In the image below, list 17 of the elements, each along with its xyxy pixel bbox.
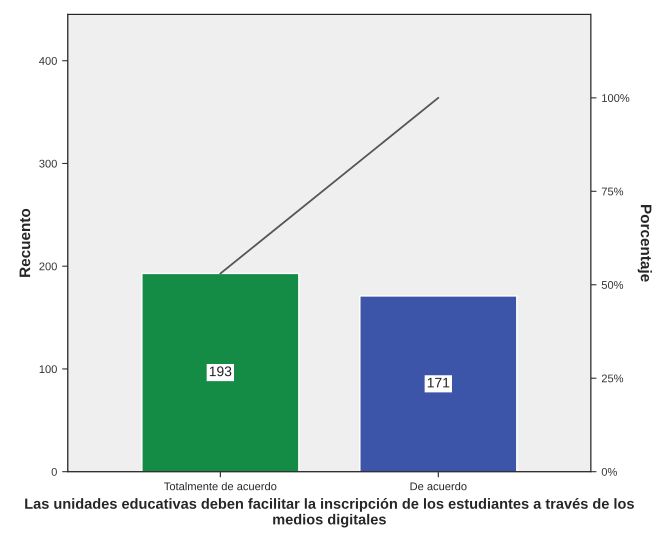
data-label: 171 (428, 378, 450, 388)
y2-tick-label: 25% (602, 374, 624, 382)
y-axis-title: Recuento (20, 208, 30, 277)
y2-axis-title: Porcentaje (638, 205, 652, 282)
y-tick-label: 400 (39, 56, 57, 65)
y-tick-label: 300 (39, 160, 57, 168)
y-tick-label: 200 (39, 262, 57, 270)
x-tick-label: Totalmente de acuerdo (164, 482, 276, 490)
y2-tick-label: 0% (602, 468, 617, 476)
y-tick-label: 100 (40, 365, 57, 374)
x-axis-title: Las unidades educativas deben facilitar la inscripción de los estudiantes a través de los medios digitales (25, 498, 634, 528)
y2-tick-label: 75% (602, 188, 624, 196)
data-label: 193 (210, 366, 232, 376)
y-tick-label: 0 (52, 468, 57, 476)
y2-tick-label: 50% (602, 281, 624, 289)
x-tick-label: De acuerdo (410, 482, 467, 490)
y2-tick-label: 100% (602, 94, 630, 102)
